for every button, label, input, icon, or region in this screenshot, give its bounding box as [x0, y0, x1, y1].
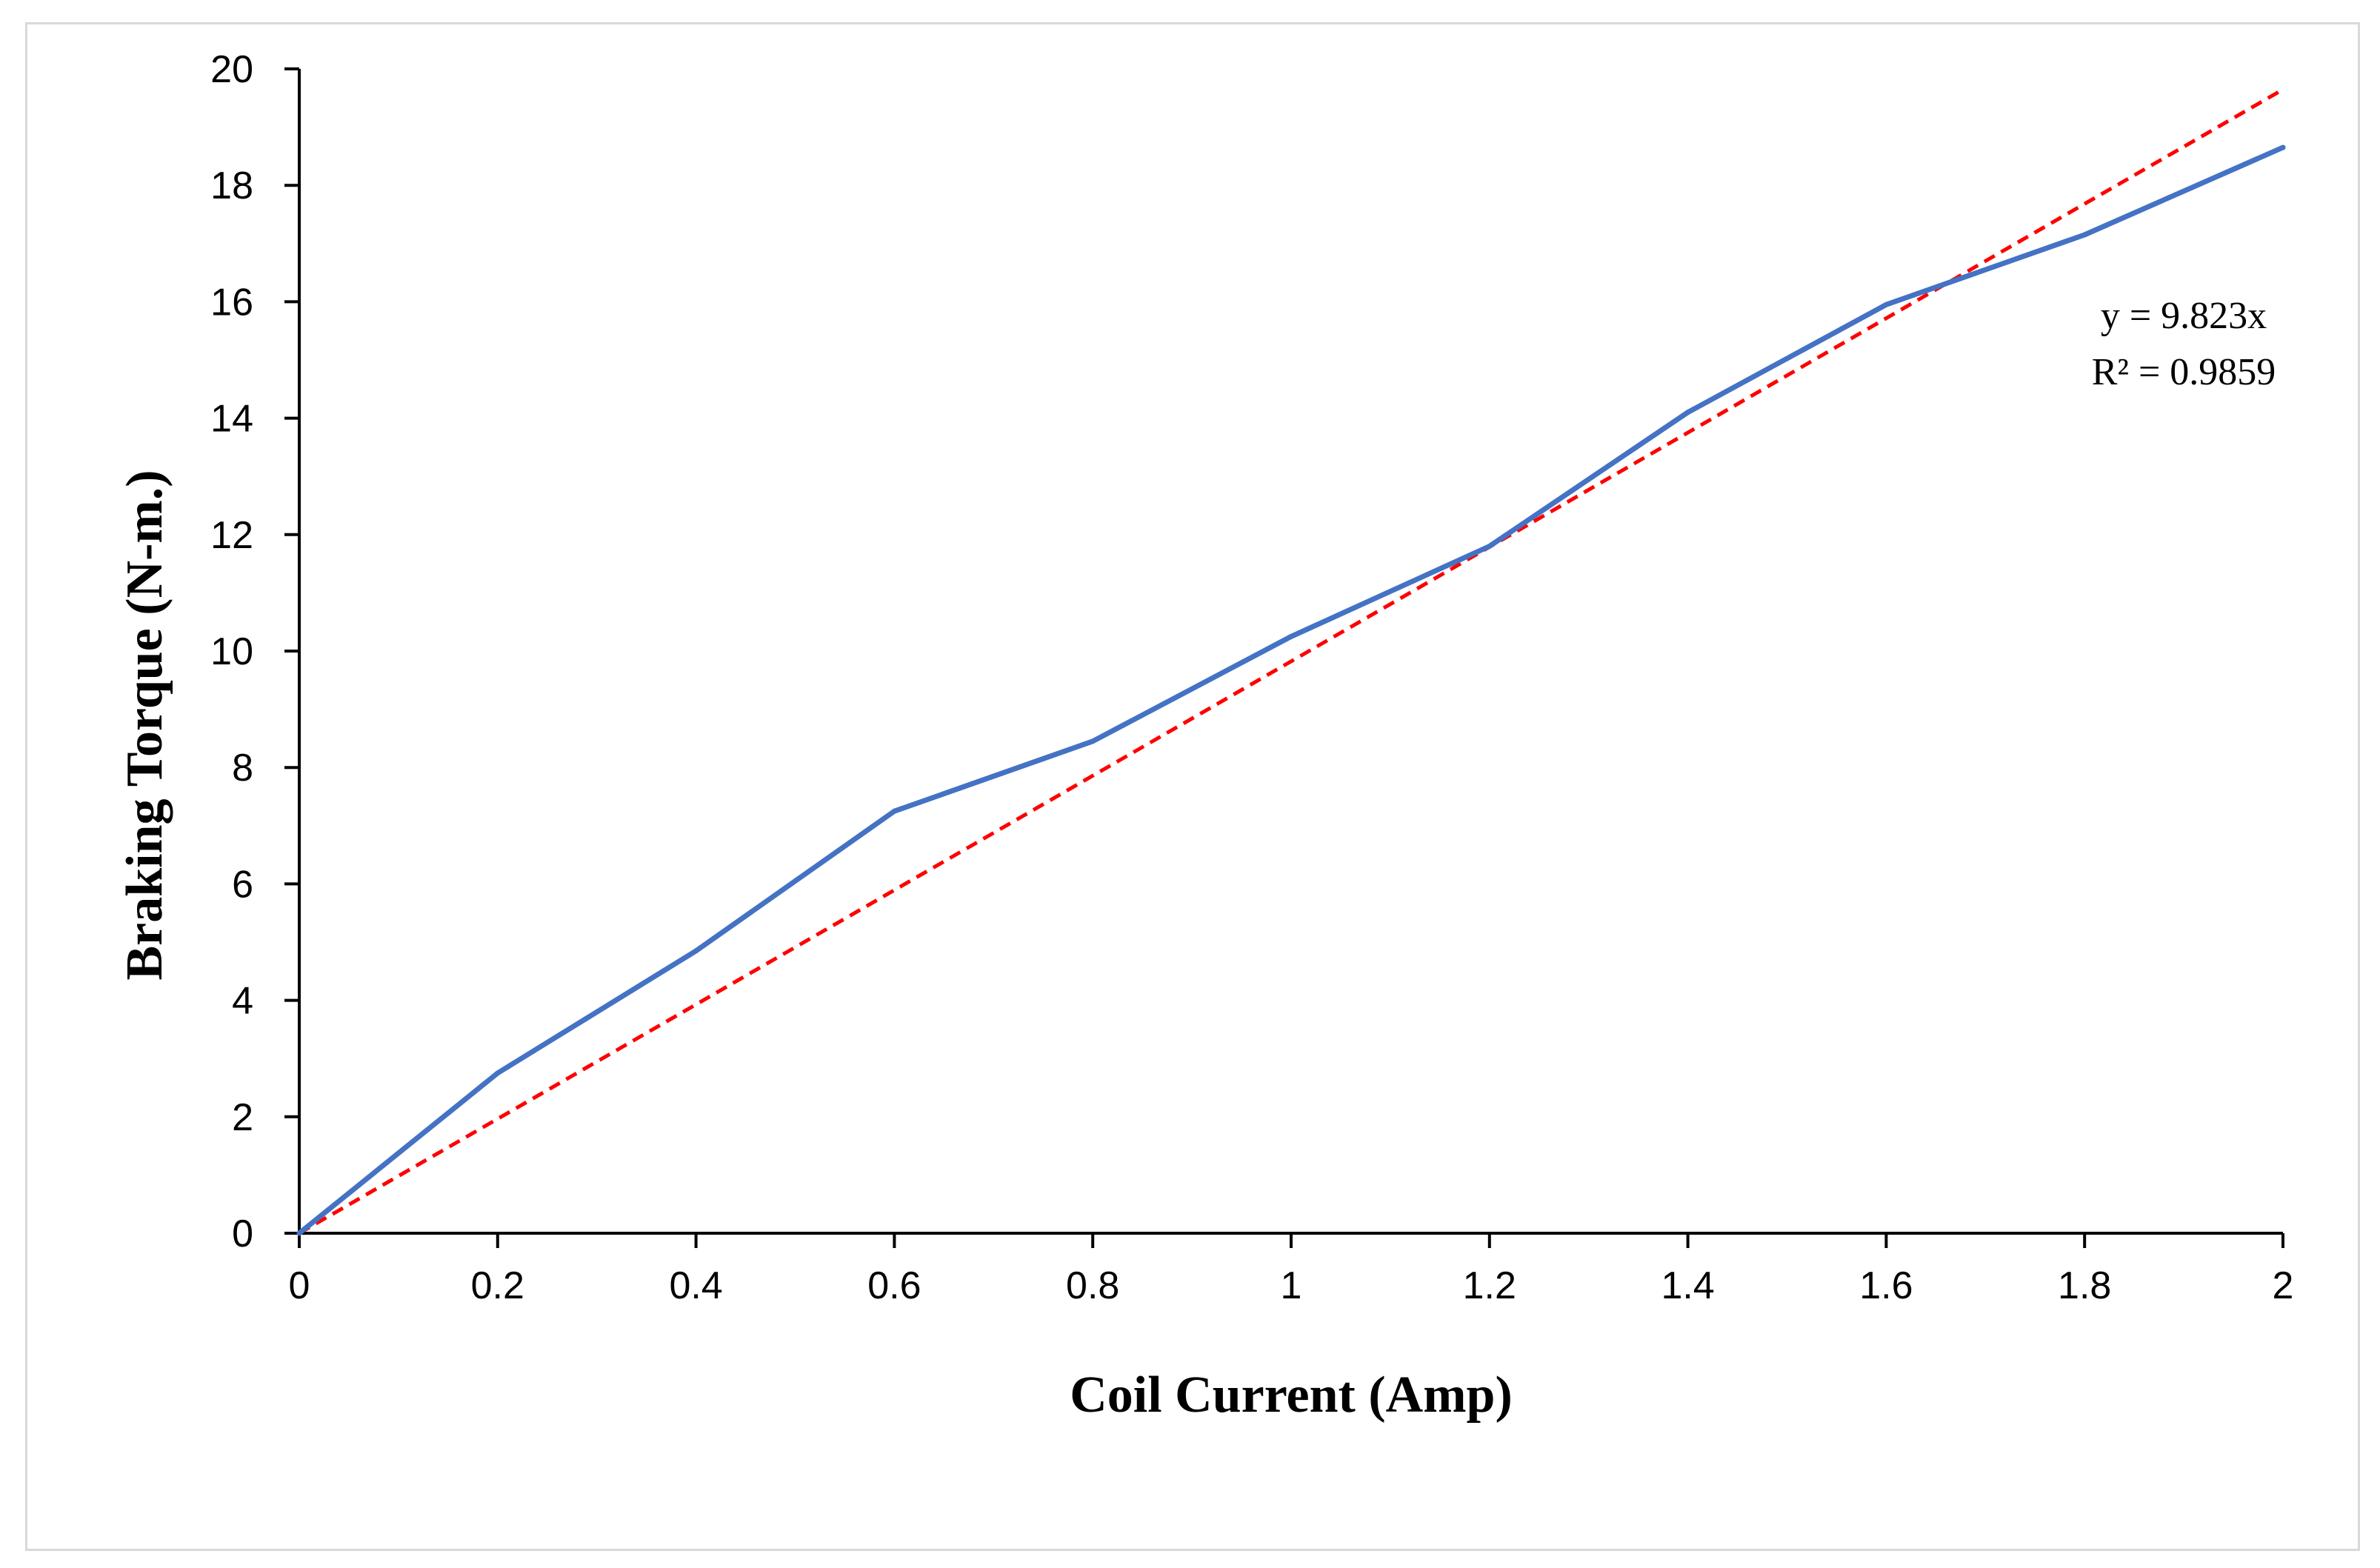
x-tick-label: 1.2: [1463, 1264, 1516, 1307]
series-points: [296, 144, 2286, 1236]
y-tick-label: 6: [232, 863, 253, 906]
y-tick-label: 16: [210, 281, 253, 324]
y-tick-label: 20: [210, 48, 253, 91]
series-line: [296, 144, 2286, 1236]
series-point: [2280, 144, 2286, 150]
x-tick-label: 0: [289, 1264, 310, 1307]
y-axis-title: Braking Torque (N-m.): [116, 470, 173, 980]
y-tick-label: 8: [232, 747, 253, 790]
series-point: [296, 1230, 302, 1236]
y-axis-ticks: 0 2 4 6 8 10 12 14 16 18 20: [210, 48, 299, 1255]
series-point: [693, 948, 699, 954]
series-point: [1487, 544, 1493, 550]
y-tick-label: 4: [232, 980, 253, 1023]
x-tick-label: 0.8: [1066, 1264, 1119, 1307]
series-point: [1288, 633, 1294, 639]
trendline: [298, 87, 2284, 1235]
trendline-equation: y = 9.823x: [2101, 295, 2267, 337]
y-tick-label: 12: [210, 514, 253, 557]
series-point: [495, 1070, 501, 1076]
series-point: [1883, 301, 1889, 307]
x-tick-label: 1.6: [1859, 1264, 1913, 1307]
x-axis-title: Coil Current (Amp): [1070, 1367, 1513, 1424]
x-tick-label: 2: [2273, 1264, 2294, 1307]
series-point: [1090, 738, 1096, 744]
x-tick-label: 0.2: [471, 1264, 524, 1307]
series-point: [891, 808, 897, 814]
x-axis-ticks: 0 0.2 0.4 0.6 0.8 1 1.2 1.4 1.6 1.8 2: [289, 1233, 2294, 1307]
x-tick-label: 1.8: [2058, 1264, 2111, 1307]
y-tick-label: 2: [232, 1096, 253, 1139]
series-point: [2081, 232, 2087, 238]
y-tick-label: 14: [210, 398, 253, 441]
x-tick-label: 0.4: [669, 1264, 722, 1307]
x-tick-label: 0.6: [867, 1264, 921, 1307]
y-tick-label: 10: [210, 630, 253, 673]
series-point: [1685, 410, 1691, 416]
x-tick-label: 1.4: [1661, 1264, 1714, 1307]
y-tick-label: 18: [210, 164, 253, 207]
y-tick-label: 0: [232, 1212, 253, 1255]
trendline-r-squared: R² = 0.9859: [2092, 351, 2276, 393]
x-tick-label: 1: [1281, 1264, 1302, 1307]
